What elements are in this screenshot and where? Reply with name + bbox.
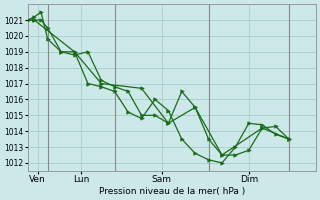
X-axis label: Pression niveau de la mer( hPa ): Pression niveau de la mer( hPa ) [99, 187, 245, 196]
